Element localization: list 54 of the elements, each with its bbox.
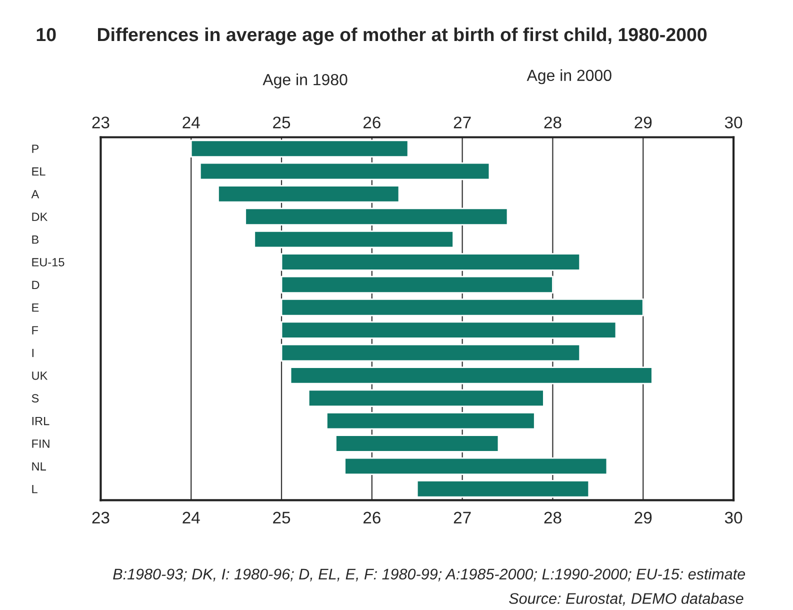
y-tick-label: L xyxy=(32,485,38,494)
bar xyxy=(344,457,608,476)
text: Age in 1980 xyxy=(262,74,348,88)
bar xyxy=(280,298,644,316)
y-tick-label: EL xyxy=(32,167,46,176)
x-tick-label: 26 xyxy=(363,116,380,128)
y-tick-label: IRL xyxy=(32,416,50,426)
text: B:1980-93; DK, I: 1980-96; D, EL, E, F: 1980-99; A:1985-2000; L:1990-2000; EU-15: estimate xyxy=(113,568,746,582)
source-note: Source: Eurostat, DEMO database xyxy=(509,592,744,606)
y-tick-label: D xyxy=(32,280,40,289)
bar xyxy=(280,276,554,294)
bar xyxy=(335,434,500,452)
y-tick-label: UK xyxy=(32,372,48,380)
x2-tick-label: 29 xyxy=(634,512,652,524)
x2-tick-label: 23 xyxy=(92,512,110,524)
bar xyxy=(326,412,536,430)
y-tick-label: I xyxy=(32,348,34,358)
bar xyxy=(244,208,508,226)
y-tick-label: E xyxy=(32,304,39,312)
x2-tick-label: 26 xyxy=(363,512,380,524)
x2-tick-label: 24 xyxy=(182,512,200,524)
text: Age in 2000 xyxy=(526,69,612,84)
x2-tick-label: 28 xyxy=(544,512,562,524)
x2-tick-label: 25 xyxy=(273,512,290,524)
y-tick-label: EU-15 xyxy=(32,258,64,266)
y-tick-label: S xyxy=(32,394,39,403)
bar xyxy=(416,480,590,498)
y-tick-label: B xyxy=(32,235,39,244)
x-tick-label: 23 xyxy=(92,116,110,128)
y-tick-label: F xyxy=(32,326,38,334)
x-tick-label: 29 xyxy=(634,116,652,128)
y-tick-label: FIN xyxy=(32,440,50,448)
y-tick-label: NL xyxy=(32,462,46,470)
x-tick-label: 27 xyxy=(454,116,471,128)
bar xyxy=(280,253,581,271)
y-tick-label: P xyxy=(32,144,39,153)
bar xyxy=(290,366,653,384)
x-tick-label: 25 xyxy=(273,116,290,128)
x2-tick-label: 30 xyxy=(724,512,742,524)
y-tick-label: DK xyxy=(32,212,48,221)
bar xyxy=(308,389,544,407)
bar xyxy=(280,321,617,339)
x-tick-label: 30 xyxy=(724,116,742,128)
y-tick-label: A xyxy=(31,190,40,198)
bar xyxy=(199,162,490,180)
x-tick-label: 24 xyxy=(182,116,200,128)
x-tick-label: 28 xyxy=(544,116,562,128)
bar xyxy=(280,344,581,362)
text: 10 xyxy=(36,28,56,42)
chart-title: Differences in average age of mother at birth of first child, 1980-2000 xyxy=(98,27,707,46)
x2-tick-label: 27 xyxy=(454,512,471,524)
bar xyxy=(254,230,454,248)
bar xyxy=(218,185,400,203)
bar xyxy=(190,140,409,158)
